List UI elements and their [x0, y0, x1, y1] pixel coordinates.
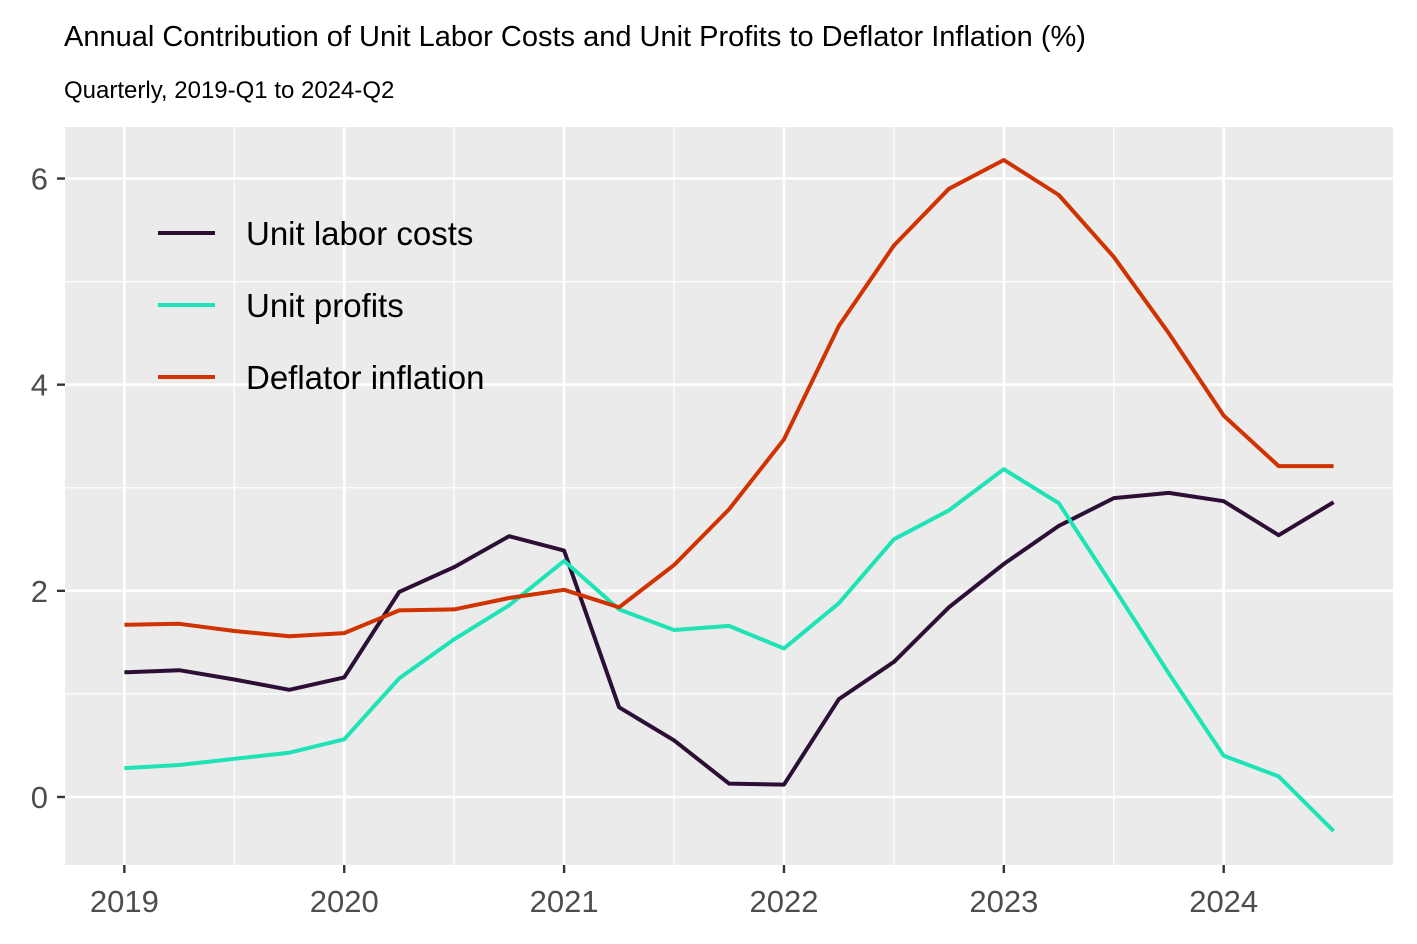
x-tick-label: 2019 — [90, 884, 159, 919]
minor-gridlines — [65, 127, 1393, 865]
y-tick-label: 4 — [31, 368, 48, 403]
axis-ticks: 2019 2020 2021 2022 2023 2024 0 2 4 6 — [31, 162, 1258, 919]
x-tick-label: 2024 — [1189, 884, 1258, 919]
y-tick-label: 0 — [31, 780, 48, 815]
legend-label-unit-profits: Unit profits — [246, 287, 404, 324]
series-line-deflator-inflation — [124, 158, 1334, 639]
series-line-unit-profits — [124, 467, 1336, 833]
chart-subtitle: Quarterly, 2019-Q1 to 2024-Q2 — [64, 77, 394, 104]
series-line-unit-labor-costs — [124, 490, 1335, 787]
major-gridlines — [65, 127, 1393, 865]
y-tick-label: 6 — [31, 162, 48, 197]
x-tick-label: 2020 — [310, 884, 379, 919]
x-tick-label: 2022 — [749, 884, 818, 919]
y-tick-label: 2 — [31, 574, 48, 609]
legend-label-unit-labor-costs: Unit labor costs — [246, 215, 473, 252]
legend-label-deflator-inflation: Deflator inflation — [246, 359, 484, 396]
legend: Unit labor costs Unit profits Deflator inf… — [158, 215, 484, 396]
series-lines — [124, 158, 1336, 833]
x-tick-label: 2021 — [530, 884, 599, 919]
x-tick-label: 2023 — [969, 884, 1038, 919]
chart-title: Annual Contribution of Unit Labor Costs … — [64, 21, 1086, 53]
plot-panel — [65, 127, 1393, 865]
